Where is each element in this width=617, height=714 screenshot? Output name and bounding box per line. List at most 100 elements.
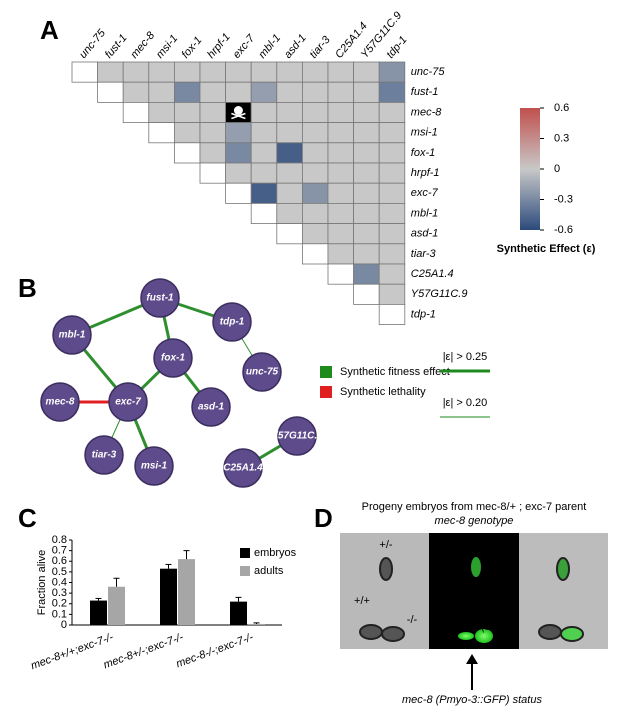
cell xyxy=(250,81,278,103)
legend-label: Synthetic lethality xyxy=(340,386,426,398)
cell xyxy=(353,223,380,245)
cell xyxy=(225,122,252,144)
colorbar-tick-label: -0.6 xyxy=(554,224,573,236)
cell xyxy=(250,61,278,83)
column-label: fox-1 xyxy=(180,34,205,60)
caption: mec-8 (Pmyo-3::GFP) status xyxy=(402,694,542,706)
row-label: fox-1 xyxy=(411,147,435,159)
node: mec-8 xyxy=(40,382,80,422)
cell xyxy=(276,182,303,204)
cell xyxy=(378,102,406,124)
empty-cell xyxy=(378,303,406,325)
cell xyxy=(378,61,406,83)
node-circle xyxy=(84,435,124,475)
node: C25A1.4 xyxy=(223,448,263,488)
node: exc-7 xyxy=(108,382,148,422)
row-label: Y57G11C.9 xyxy=(411,288,468,300)
panel-label: D xyxy=(314,503,333,533)
colorbar-tick-label: 0 xyxy=(554,163,560,175)
node-circle xyxy=(191,387,231,427)
empty-cell xyxy=(71,61,99,83)
cell xyxy=(199,122,227,144)
panel-label: A xyxy=(40,15,59,45)
cell xyxy=(378,182,406,204)
cell xyxy=(353,102,380,124)
legend-swatch xyxy=(320,386,332,398)
node-circle xyxy=(108,382,148,422)
cell xyxy=(276,122,303,144)
empty-cell xyxy=(276,223,303,245)
cell xyxy=(353,182,380,204)
y-tick-label: 0.6 xyxy=(52,555,67,567)
cell xyxy=(250,182,278,204)
node-label: asd-1 xyxy=(198,402,225,413)
bar xyxy=(160,568,177,625)
image-label: +/- xyxy=(379,539,392,551)
cell xyxy=(173,81,201,103)
cell xyxy=(378,223,406,245)
cell xyxy=(353,162,380,184)
panel-title: Progeny embryos from mec-8/+ ; exc-7 par… xyxy=(362,501,587,513)
width-legend-label: |ε| > 0.20 xyxy=(443,397,488,409)
cell xyxy=(148,61,175,83)
cell xyxy=(276,142,303,164)
row-label: C25A1.4 xyxy=(411,268,454,280)
bar xyxy=(178,559,195,625)
node-label: mbl-1 xyxy=(59,330,86,341)
cell xyxy=(276,202,303,224)
image-label: (none) xyxy=(434,617,466,629)
legend-swatch xyxy=(320,366,332,378)
column-label: mec-8 xyxy=(128,29,157,61)
row-label: unc-75 xyxy=(411,66,446,78)
column-label: asd-1 xyxy=(282,32,309,61)
image-label: -/- xyxy=(407,614,418,626)
cell xyxy=(122,61,150,83)
empty-cell xyxy=(225,182,252,204)
cell xyxy=(301,182,329,204)
cell xyxy=(250,142,278,164)
column-label: hrpf-1 xyxy=(205,31,233,61)
cell xyxy=(301,162,329,184)
crossbone xyxy=(231,112,246,120)
cell xyxy=(173,102,201,124)
cell xyxy=(378,162,406,184)
cell xyxy=(327,202,355,224)
row-label: mec-8 xyxy=(411,106,442,118)
image-label: +/+ xyxy=(442,604,458,616)
row-label: mbl-1 xyxy=(411,207,439,219)
column-label: tiar-3 xyxy=(308,33,334,60)
column-label: msi-1 xyxy=(154,32,180,60)
y-tick-label: 0.7 xyxy=(52,545,67,557)
legend-swatch xyxy=(240,566,250,576)
x-tick-label: mec-8+/+;exc-7-/- xyxy=(29,631,115,672)
cell xyxy=(353,81,380,103)
cell xyxy=(173,122,201,144)
node-label: fust-1 xyxy=(146,293,174,304)
cell xyxy=(378,142,406,164)
cell xyxy=(122,81,150,103)
cell xyxy=(327,142,355,164)
cell xyxy=(301,142,329,164)
bar xyxy=(230,601,247,625)
cell xyxy=(148,102,175,124)
cell xyxy=(225,61,252,83)
row-label: exc-7 xyxy=(411,187,439,199)
x-tick-label: mec-8-/-;exc-7-/- xyxy=(175,631,256,670)
width-legend-label: |ε| > 0.25 xyxy=(443,351,488,363)
cell xyxy=(301,81,329,103)
image-label: -/- xyxy=(500,608,511,620)
cell xyxy=(327,162,355,184)
cell xyxy=(327,102,355,124)
node-label: mec-8 xyxy=(46,397,75,408)
cell xyxy=(199,61,227,83)
legend-label: embryos xyxy=(254,547,297,559)
node-label: fox-1 xyxy=(161,353,185,364)
node-circle xyxy=(277,416,317,456)
colorbar-label: Synthetic Effect (ε) xyxy=(497,243,596,255)
column-label: tdp-1 xyxy=(384,34,409,61)
row-label: tiar-3 xyxy=(411,248,437,260)
y-tick-label: 0.5 xyxy=(52,566,67,578)
empty-cell xyxy=(148,122,175,144)
node: asd-1 xyxy=(191,387,231,427)
